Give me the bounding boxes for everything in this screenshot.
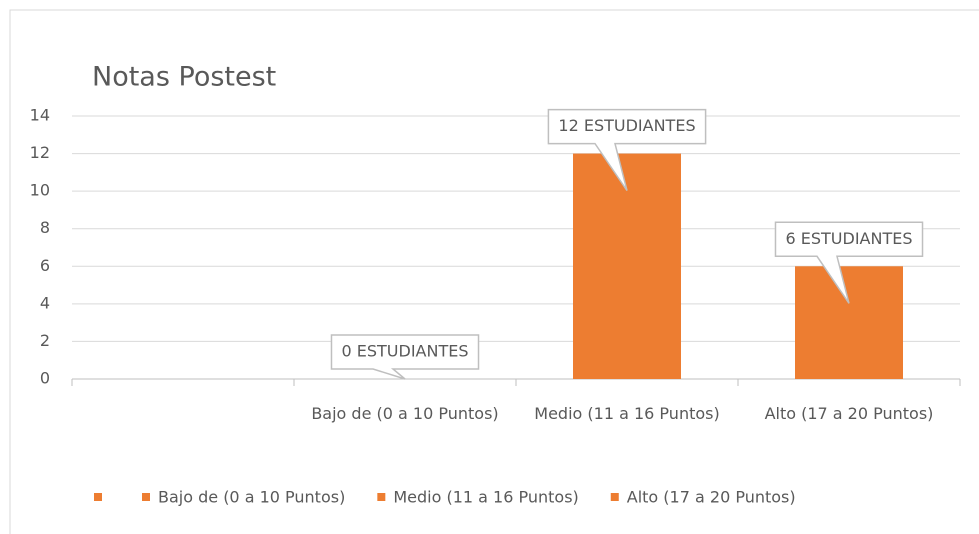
data-label: 0 ESTUDIANTES xyxy=(341,342,468,361)
data-callout xyxy=(547,108,707,191)
legend-marker xyxy=(94,493,102,501)
data-label: 6 ESTUDIANTES xyxy=(785,229,912,248)
bar xyxy=(795,266,903,379)
x-tick-label: Medio (11 a 16 Puntos) xyxy=(534,404,719,423)
x-tick-label: Bajo de (0 a 10 Puntos) xyxy=(311,404,498,423)
legend-label: Alto (17 a 20 Puntos) xyxy=(627,488,796,507)
y-tick-label: 2 xyxy=(40,331,50,350)
y-tick-label: 8 xyxy=(40,218,50,237)
y-tick-label: 0 xyxy=(40,369,50,388)
y-tick-label: 12 xyxy=(30,143,50,162)
legend-marker xyxy=(142,493,150,501)
y-tick-label: 4 xyxy=(40,293,50,312)
legend-marker xyxy=(610,493,619,501)
legend-label: Medio (11 a 16 Puntos) xyxy=(393,488,578,507)
legend-label: Bajo de (0 a 10 Puntos) xyxy=(158,488,345,507)
data-label: 12 ESTUDIANTES xyxy=(558,116,695,135)
bar xyxy=(573,153,681,379)
data-callout xyxy=(774,221,924,304)
legend-marker xyxy=(377,493,386,501)
x-tick-label: Alto (17 a 20 Puntos) xyxy=(765,404,934,423)
y-tick-label: 6 xyxy=(40,256,50,275)
y-tick-label: 14 xyxy=(30,106,50,125)
chart-title: Notas Postest xyxy=(92,62,276,93)
y-tick-label: 10 xyxy=(30,181,50,200)
data-callout xyxy=(330,334,480,380)
